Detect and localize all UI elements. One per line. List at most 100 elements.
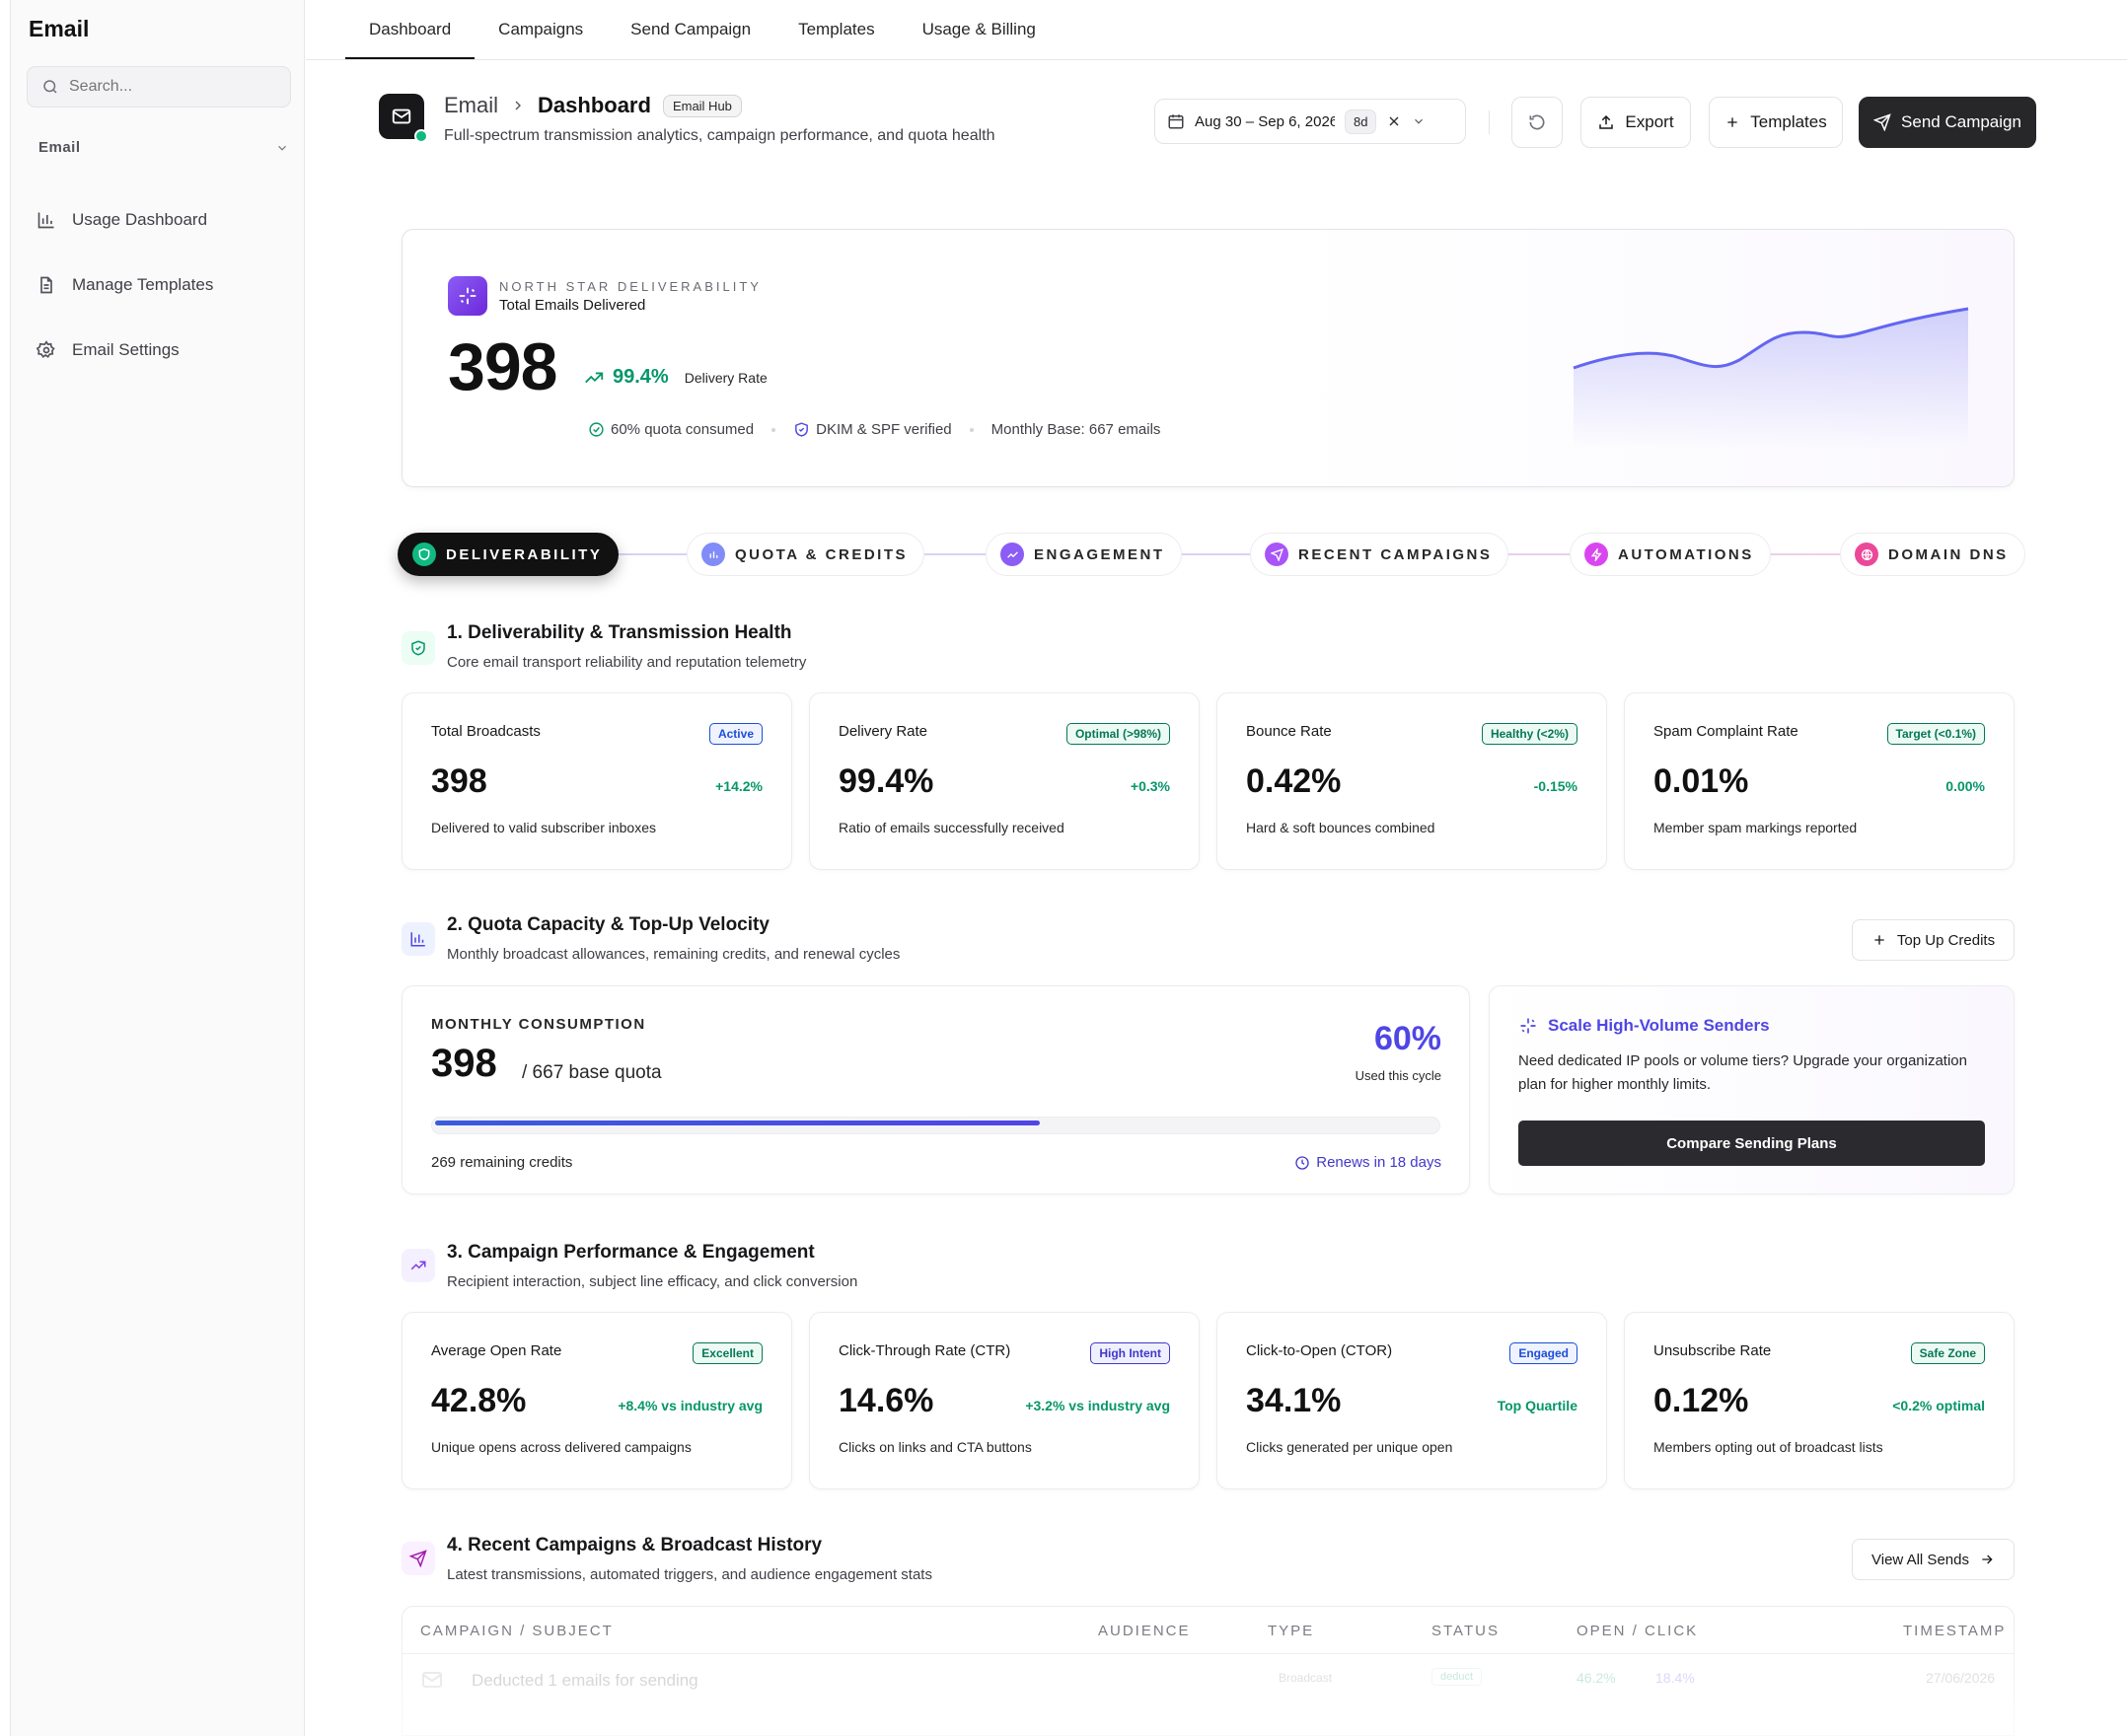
campaign-status-badge: deduct (1431, 1668, 1483, 1686)
sidebar-section-email[interactable]: Email (38, 139, 289, 156)
step-domain-dns[interactable]: DOMAIN DNS (1840, 533, 2025, 576)
tab-templates[interactable]: Templates (798, 20, 875, 38)
upsell-card: Scale High-Volume Senders Need dedicated… (1489, 985, 2015, 1194)
metric-delta: Top Quartile (1497, 1398, 1577, 1413)
table-row[interactable]: Deducted 1 emails for sending Broadcast … (403, 1656, 2014, 1715)
quota-progress-bar (431, 1117, 1440, 1134)
date-range-picker[interactable]: Aug 30 – Sep 6, 2026 8d (1154, 99, 1466, 144)
document-icon (40, 276, 52, 294)
metric-card-unsubscribe-rate: Unsubscribe Rate Safe Zone 0.12% <0.2% o… (1624, 1312, 2015, 1489)
breadcrumb-parent[interactable]: Email (444, 93, 499, 117)
hero-rate-value: 99.4% (613, 366, 669, 388)
metric-title: Click-to-Open (CTOR) (1246, 1342, 1393, 1359)
sidebar-item-manage-templates[interactable]: Manage Templates (37, 253, 293, 318)
hero-rate-label: Delivery Rate (684, 369, 768, 386)
upsell-description: Need dedicated IP pools or volume tiers?… (1518, 1052, 1967, 1093)
dkim-meta: DKIM & SPF verified (793, 421, 952, 438)
search-input[interactable] (69, 78, 266, 96)
metric-description: Delivered to valid subscriber inboxes (431, 820, 656, 835)
column-header-campaign[interactable]: CAMPAIGN / SUBJECT (420, 1623, 614, 1639)
metric-title: Click-Through Rate (CTR) (839, 1342, 1011, 1359)
status-badge: High Intent (1090, 1342, 1170, 1364)
consumption-used-label: Used this cycle (1355, 1068, 1441, 1083)
metric-description: Clicks generated per unique open (1246, 1439, 1453, 1455)
sidebar-nav: Usage Dashboard Manage Templates Email S… (37, 187, 293, 383)
delivery-sparkline (1573, 307, 1969, 449)
step-label: DELIVERABILITY (446, 545, 603, 563)
view-all-sends-button[interactable]: View All Sends (1852, 1539, 2015, 1580)
campaign-click-rate: 18.4% (1655, 1670, 1695, 1686)
status-badge: Excellent (693, 1342, 763, 1364)
top-up-credits-button[interactable]: Top Up Credits (1852, 919, 2015, 961)
metric-title: Unsubscribe Rate (1653, 1342, 1772, 1359)
step-engagement[interactable]: ENGAGEMENT (986, 533, 1182, 576)
tab-send-campaign[interactable]: Send Campaign (630, 20, 752, 38)
step-label: QUOTA & CREDITS (735, 545, 908, 563)
tab-dashboard[interactable]: Dashboard (345, 20, 476, 59)
chevron-down-icon[interactable] (1412, 114, 1426, 128)
sidebar: Email Email Usage Dashboard Manage Templ… (10, 0, 305, 1736)
step-label: AUTOMATIONS (1618, 545, 1754, 563)
templates-button[interactable]: Templates (1709, 97, 1843, 148)
metric-value: 99.4% (839, 762, 934, 800)
compare-plans-button[interactable]: Compare Sending Plans (1518, 1121, 1985, 1166)
metric-delta: +0.3% (1130, 778, 1170, 794)
step-label: ENGAGEMENT (1034, 545, 1165, 563)
metric-description: Unique opens across delivered campaigns (431, 1439, 692, 1455)
status-badge: Active (708, 723, 763, 745)
step-quota-credits[interactable]: QUOTA & CREDITS (687, 533, 924, 576)
metric-value: 0.01% (1653, 762, 1749, 800)
clear-icon[interactable] (1386, 113, 1402, 129)
gear-icon (37, 340, 55, 358)
refresh-button[interactable] (1511, 97, 1563, 148)
sidebar-item-email-settings[interactable]: Email Settings (37, 318, 293, 383)
tab-usage-billing[interactable]: Usage & Billing (921, 20, 1036, 38)
consumption-base: / 667 base quota (522, 1062, 662, 1083)
section-title-quota: 2. Quota Capacity & Top-Up Velocity (447, 914, 770, 935)
metric-card-delivery-rate: Delivery Rate Optimal (>98%) 99.4% +0.3%… (809, 692, 1200, 870)
tab-campaigns[interactable]: Campaigns (498, 20, 584, 38)
metric-title: Average Open Rate (431, 1342, 562, 1359)
renewal-info: Renews in 18 days (1294, 1154, 1441, 1171)
consumption-eyebrow: MONTHLY CONSUMPTION (431, 1016, 646, 1033)
step-recent-campaigns[interactable]: RECENT CAMPAIGNS (1250, 533, 1509, 576)
mail-app-icon (379, 94, 428, 143)
step-deliverability[interactable]: DELIVERABILITY (398, 533, 620, 576)
clock-icon (1295, 1155, 1309, 1170)
top-up-credits-label: Top Up Credits (1896, 931, 1996, 949)
shield-icon (412, 542, 436, 566)
hero-meta: 60% quota consumed DKIM & SPF verified M… (588, 421, 1160, 438)
column-header-open-click[interactable]: OPEN / CLICK (1577, 1623, 1699, 1639)
search-icon (43, 80, 57, 94)
step-automations[interactable]: AUTOMATIONS (1570, 533, 1771, 576)
quota-meta-text: 60% quota consumed (611, 421, 755, 438)
upsell-title: Scale High-Volume Senders (1518, 1016, 1770, 1036)
status-badge: Optimal (>98%) (1065, 723, 1170, 745)
column-header-type[interactable]: TYPE (1268, 1623, 1315, 1639)
sparkle-icon (448, 276, 487, 316)
step-label: DOMAIN DNS (1888, 545, 2009, 563)
arrow-right-icon (1982, 1555, 1993, 1564)
search-box[interactable] (27, 66, 291, 108)
export-button[interactable]: Export (1580, 97, 1691, 148)
online-status-dot (414, 129, 428, 143)
send-campaign-button[interactable]: Send Campaign (1859, 97, 2036, 148)
globe-icon (1855, 542, 1878, 566)
bar-chart-icon (37, 212, 54, 229)
sidebar-item-usage-dashboard[interactable]: Usage Dashboard (37, 187, 293, 253)
column-header-timestamp[interactable]: TIMESTAMP (1903, 1623, 2007, 1639)
column-header-status[interactable]: STATUS (1431, 1623, 1500, 1639)
sparkline-area (1574, 309, 1968, 449)
campaign-history-table: CAMPAIGN / SUBJECT AUDIENCE TYPE STATUS … (402, 1606, 2015, 1736)
check-circle-icon (589, 422, 604, 437)
campaign-timestamp: 27/06/2026 (1926, 1670, 1996, 1686)
hero-title: Total Emails Delivered (499, 297, 646, 314)
sidebar-item-label: Email Settings (72, 340, 180, 359)
column-header-audience[interactable]: AUDIENCE (1098, 1623, 1191, 1639)
sidebar-item-label: Manage Templates (72, 275, 214, 294)
metric-description: Members opting out of broadcast lists (1653, 1439, 1883, 1455)
metric-title: Total Broadcasts (431, 723, 541, 740)
metric-card-click-to-open: Click-to-Open (CTOR) Engaged 34.1% Top Q… (1216, 1312, 1607, 1489)
send-icon (402, 1542, 435, 1575)
